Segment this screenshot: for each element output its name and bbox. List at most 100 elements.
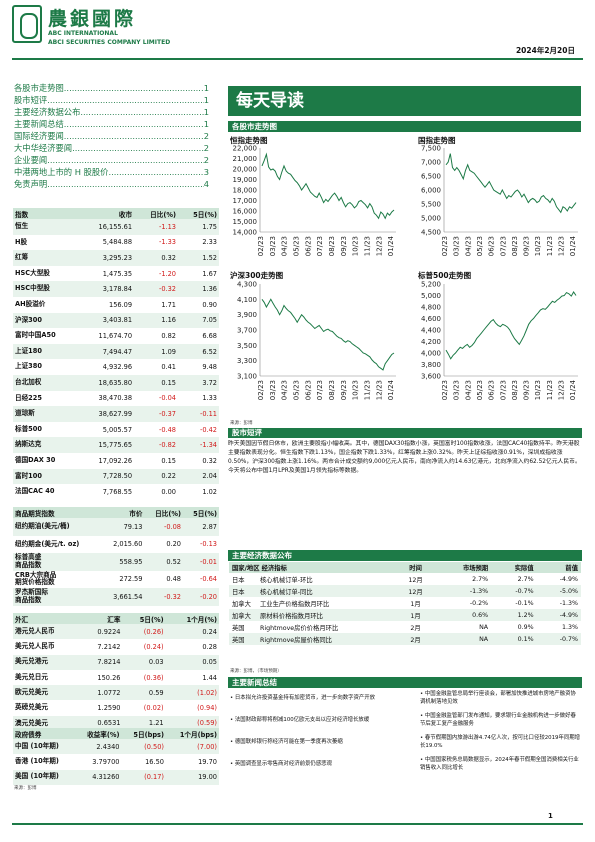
econ-cell-name: 核心机械订单-同比 (257, 585, 397, 597)
econ-cell-name: Rightmove房价价格月环比 (260, 624, 339, 632)
table-row: 港元兑人民币 0.9224 (0.26) 0.24 (13, 624, 219, 640)
table-row: HSC中型股 3,178.84 -0.32 1.36 (13, 281, 219, 297)
table-header-cell: 5日(%) (122, 613, 166, 624)
news-item[interactable]: • 法国财政部称将削减100亿欧元支出以应对经济增长放缓 (230, 716, 405, 724)
table-cell-name: 纽约期油(美元/桶) (13, 518, 102, 536)
x-tick-label: 03/23 (269, 380, 277, 400)
toc-item[interactable]: 主要新闻总结..................................… (14, 118, 209, 130)
news-item[interactable]: • 中国金融监管部门发布通知，要求银行业金融机构进一步做好春节后复工复产金融服务 (420, 712, 580, 728)
toc-item[interactable]: 股市短评....................................… (14, 94, 209, 106)
y-tick-label: 3,700 (237, 327, 257, 335)
toc-item[interactable]: 免责声明....................................… (14, 178, 209, 190)
x-tick-label: 07/23 (499, 380, 507, 400)
x-tick-label: 02/23 (257, 380, 265, 400)
y-tick-label: 22,000 (233, 145, 258, 153)
y-tick-label: 18,000 (233, 187, 258, 195)
news-item[interactable]: • 英国调查显示零售商对经济前景仍感悲观 (230, 760, 405, 768)
table-cell-week: 3.72 (178, 374, 219, 391)
toc-item-page: 3 (203, 167, 209, 177)
x-tick-label: 07/23 (499, 236, 507, 256)
table-header-cell: 收市 (78, 208, 135, 219)
x-tick-label: 09/23 (523, 380, 531, 400)
table-cell-close: 7,494.47 (78, 343, 135, 360)
table-row: 上证380 4,932.96 0.41 9.48 (13, 359, 219, 375)
table-cell-name: 澳元兑美元 (13, 715, 81, 732)
econ-cell-exp: 2.7% (472, 575, 489, 583)
econ-cell-time: 12月 (397, 585, 435, 597)
table-cell-day: 0.48 (166, 575, 181, 584)
x-tick-label: 05/23 (476, 236, 484, 256)
y-tick-label: 5,000 (421, 292, 441, 300)
index-series-line (445, 153, 577, 214)
news-item[interactable]: • 中国国家税务总局数据显示，2024年春节假期全国消费相关行业销售收入同比增长 (420, 756, 580, 772)
table-cell-name: 美元兑港元 (13, 654, 81, 670)
y-tick-label: 6,500 (421, 173, 441, 181)
econ-cell-name: 原材料价格指数月环比 (257, 609, 397, 621)
table-cell-week: (7.00) (165, 739, 219, 755)
econ-cell-prev: -4.9% (536, 609, 581, 621)
table-row: 纽约期金(美元/t. oz) 2,015.60 0.20 -0.13 (13, 536, 219, 554)
table-header-cell: 5日(%) (183, 507, 219, 518)
news-item-text: 中国国家税务总局数据显示，2024年春节假期全国消费相关行业销售收入同比增长 (420, 757, 579, 771)
table-cell-name: H股 (15, 237, 28, 246)
table-row: 中国 (10年期) 2.4340 (0.50) (7.00) (13, 739, 219, 755)
table-cell-close: 2.4340 (74, 739, 122, 755)
toc-leader: ........................................… (47, 179, 204, 189)
toc-item[interactable]: 中港两地上市的 H 股股价...........................… (14, 166, 209, 178)
table-cell-week: (0.59) (165, 715, 219, 732)
news-item[interactable]: • 日本拟允许投资基金持有加密货币，进一步向数字资产开放 (230, 694, 405, 702)
y-tick-label: 4,500 (421, 229, 441, 237)
table-row: 红筹 3,295.23 0.32 1.52 (13, 250, 219, 266)
news-item[interactable]: • 中国金融监管总局举行座谈会，部署加快推进城市房地产融资协调机制落地见效 (420, 690, 580, 706)
econ-cell-region: 日本 (232, 576, 245, 584)
news-item[interactable]: • 德国联邦银行称经济可能在第一季度再次萎缩 (230, 738, 405, 746)
table-cell-name: 沪深300 (13, 312, 79, 329)
table-cell-day: -0.04 (158, 394, 176, 403)
logo-english-name: ABC INTERNATIONAL (48, 30, 118, 37)
news-item[interactable]: • 春节假期国内旅游出游4.74亿人次，按可比口径较2019年同期增长19.0% (420, 734, 580, 750)
y-tick-label: 17,000 (233, 197, 258, 205)
toc-item-label: 国际经济要闻 (14, 131, 64, 141)
econ-cell-act: -0.7% (491, 585, 537, 597)
table-cell-week: 1.02 (202, 487, 217, 496)
table-cell-name: 上证180 (13, 343, 79, 360)
toc-item-page: 2 (203, 143, 209, 153)
table-cell-name: 美元兑日元 (15, 672, 48, 681)
table-header-cell: 日比(%) (144, 507, 183, 518)
table-cell-close: 3,403.81 (78, 312, 135, 329)
news-item-text: 中国金融监管总局举行座谈会，部署加快推进城市房地产融资协调机制落地见效 (420, 691, 576, 705)
table-row: 罗杰斯国际 商品指数 3,661.54 -0.32 -0.20 (13, 588, 219, 606)
toc-item[interactable]: 国际经济要闻..................................… (14, 130, 209, 142)
table-cell-name: 德国DAX 30 (15, 455, 56, 464)
toc-item[interactable]: 主要经济数据公布................................… (14, 106, 209, 118)
toc-item-label: 各股市走势图 (14, 83, 64, 93)
table-row: 英磅兑美元 1.2590 (0.02) (0.94) (13, 700, 219, 715)
y-tick-label: 7,500 (421, 145, 441, 153)
news-item-text: 中国金融监管部门发布通知，要求银行业金融机构进一步做好春节后复工复产金融服务 (420, 713, 576, 727)
market-index-table: 指数 收市 日比(%) 5日(%) 恒生 16,155.61 -1.13 1.75 H股 5,48… (13, 208, 219, 500)
toc-item-page: 4 (203, 179, 209, 189)
x-tick-label: 11/23 (546, 236, 554, 256)
table-cell-day: (0.02) (143, 704, 164, 713)
table-row: 富时100 7,728.50 0.22 2.04 (13, 468, 219, 485)
table-header-cell: 指数 (13, 208, 79, 219)
toc-item[interactable]: 企业要闻....................................… (14, 154, 209, 166)
commodity-table: 商品期货指数 市价 日比(%) 5日(%) 纽约期油(美元/桶) 79.13 -0.08 2.… (13, 507, 219, 606)
x-tick-label: 07/23 (316, 236, 324, 256)
bullet-icon: • (420, 713, 425, 719)
x-tick-label: 01/24 (387, 379, 395, 400)
toc-item[interactable]: 各股市走势图..................................… (14, 82, 209, 94)
table-cell-close: 558.95 (101, 553, 145, 571)
x-tick-label: 12/23 (375, 380, 383, 400)
toc-item-label: 主要经济数据公布 (14, 107, 81, 117)
table-cell-day: 0.52 (144, 553, 183, 571)
x-tick-label: 05/23 (292, 236, 300, 256)
table-header-cell: 1个月(bps) (165, 728, 219, 739)
y-tick-label: 3,600 (421, 373, 441, 381)
table-cell-day: -0.32 (144, 588, 183, 606)
table-cell-close: 3.79700 (92, 757, 120, 766)
table-cell-name: 台北加权 (13, 374, 79, 391)
econ-cell-prev: 1.3% (562, 623, 578, 631)
toc-item[interactable]: 大中华经济要闻.................................… (14, 142, 209, 154)
toc-leader: ........................................… (63, 83, 204, 93)
